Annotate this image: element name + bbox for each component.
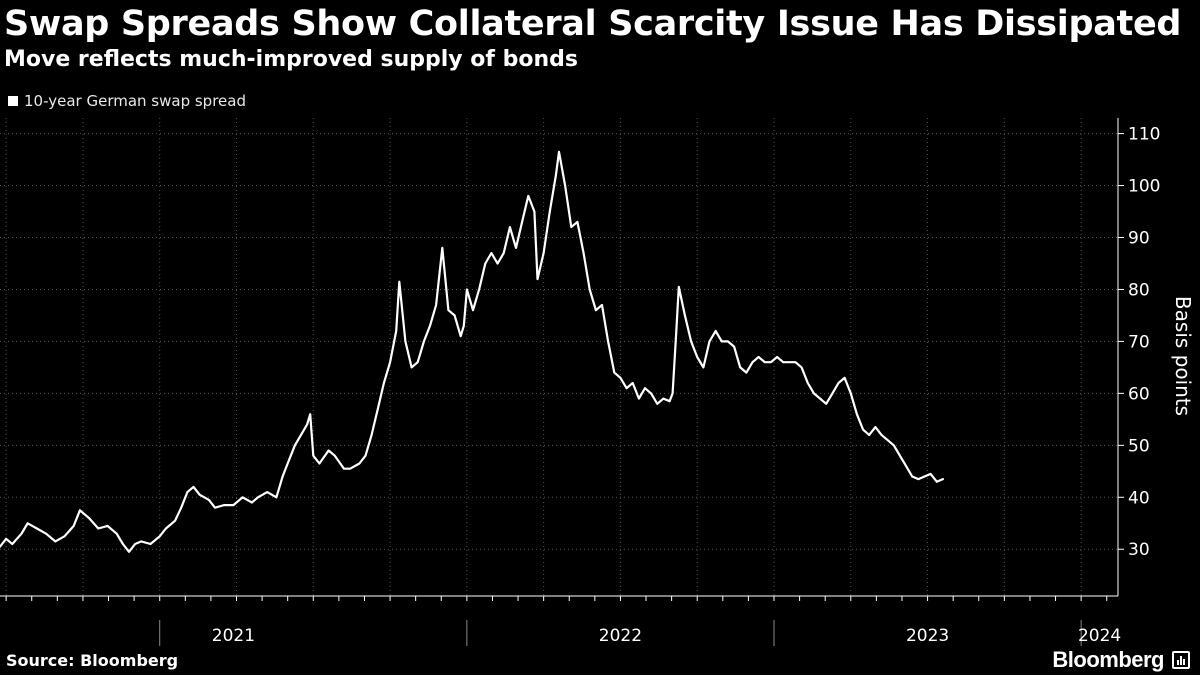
chart-logo-icon [1172, 651, 1190, 669]
legend-swatch [8, 96, 18, 106]
y-tick-label: 60 [1128, 384, 1150, 404]
series-line [0, 150, 944, 553]
y-tick-label: 40 [1128, 488, 1150, 508]
chart-subtitle: Move reflects much-improved supply of bo… [4, 47, 579, 72]
y-tick-label: 80 [1128, 280, 1150, 300]
source-note: Source: Bloomberg [6, 651, 179, 670]
y-axis: 30 40 50 60 70 80 90 100 110 [1117, 118, 1160, 596]
y-tick-label: 30 [1128, 540, 1150, 560]
x-tick-label: 2024 [1078, 626, 1121, 646]
x-tick-label: 2023 [906, 626, 949, 646]
y-tick-label: 50 [1128, 436, 1150, 456]
x-tick-label: 2021 [212, 626, 255, 646]
brand-name: Bloomberg [1052, 647, 1164, 672]
chart-title: Swap Spreads Show Collateral Scarcity Is… [4, 4, 1182, 44]
bloomberg-logo: Bloomberg [1052, 647, 1190, 673]
grid-lines [0, 118, 1118, 596]
legend-label: 10-year German swap spread [24, 92, 246, 110]
y-tick-label: 70 [1128, 332, 1150, 352]
y-tick-label: 90 [1128, 229, 1150, 249]
x-axis: 2021 2022 2023 2024 [0, 595, 1121, 646]
legend: 10-year German swap spread [8, 92, 246, 110]
y-tick-label: 110 [1128, 125, 1160, 145]
y-tick-label: 100 [1128, 177, 1160, 197]
x-tick-label: 2022 [599, 626, 642, 646]
y-axis-title: Basis points [1171, 296, 1195, 416]
